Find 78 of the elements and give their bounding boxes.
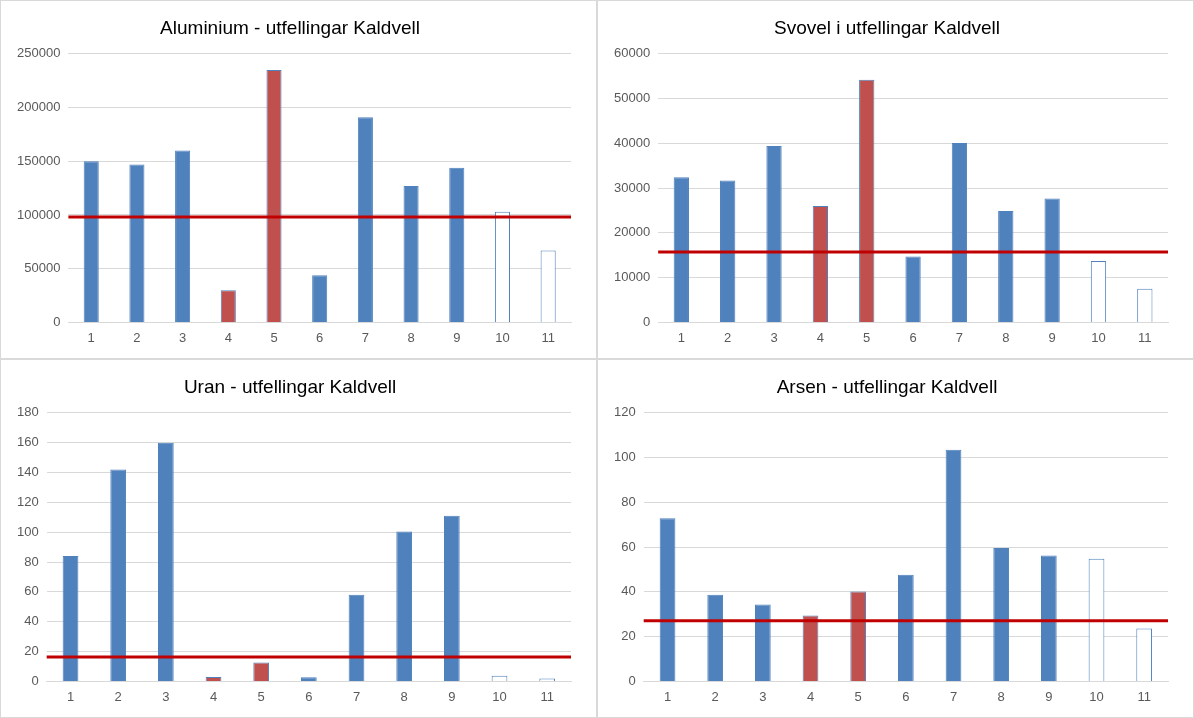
- x-tick-label: 1: [66, 688, 75, 704]
- x-tick-label: 10: [1091, 329, 1106, 345]
- x-tick-label: 6: [305, 688, 313, 704]
- x-tick-label: 11: [1137, 688, 1151, 704]
- x-tick-label: 9: [1048, 329, 1056, 345]
- y-tick-label: 30000: [613, 179, 651, 195]
- x-tick-label: 5: [854, 688, 862, 704]
- chart-title: Aluminium - utfellingar Kaldvell: [160, 16, 420, 38]
- y-tick-label: 150000: [16, 152, 61, 168]
- y-tick-label: 20: [24, 643, 39, 659]
- x-tick-label: 11: [541, 329, 555, 345]
- y-tick-label: 60: [621, 538, 636, 554]
- x-tick-label: 11: [540, 688, 554, 704]
- y-tick-label: 100: [613, 449, 636, 465]
- x-tick-label: 7: [361, 329, 369, 345]
- x-tick-label: 6: [909, 329, 917, 345]
- y-tick-label: 80: [621, 493, 636, 509]
- x-tick-label: 7: [955, 329, 964, 345]
- y-tick-label: 50000: [613, 90, 651, 106]
- y-tick-label: 0: [31, 672, 39, 688]
- y-tick-label: 160: [16, 434, 39, 450]
- chart-title: Arsen - utfellingar Kaldvell: [776, 375, 998, 397]
- x-tick-label: 4: [816, 329, 824, 345]
- x-tick-label: 2: [724, 329, 732, 345]
- y-tick-label: 200000: [16, 99, 61, 115]
- chart-title: Uran - utfellingar Kaldvell: [183, 375, 397, 397]
- y-tick-label: 60000: [613, 45, 651, 61]
- y-tick-label: 50000: [24, 260, 61, 276]
- x-tick-label: 10: [492, 688, 507, 704]
- y-tick-label: 40: [621, 583, 636, 599]
- y-tick-label: 40: [24, 613, 39, 629]
- y-tick-label: 20000: [613, 224, 651, 240]
- y-tick-label: 180: [16, 404, 39, 420]
- chart-title: Svovel i utfellingar Kaldvell: [773, 16, 1001, 38]
- x-tick-label: 8: [997, 688, 1005, 704]
- x-tick-label: 5: [257, 688, 265, 704]
- x-tick-label: 4: [209, 688, 218, 704]
- x-tick-label: 3: [162, 688, 170, 704]
- x-tick-label: 9: [1045, 688, 1053, 704]
- y-tick-label: 100: [16, 523, 39, 539]
- x-tick-label: 6: [902, 688, 910, 704]
- x-tick-label: 1: [663, 688, 672, 704]
- x-tick-label: 2: [711, 688, 719, 704]
- x-tick-label: 5: [270, 329, 278, 345]
- x-tick-label: 8: [400, 688, 408, 704]
- x-tick-label: 7: [949, 688, 958, 704]
- x-tick-label: 3: [770, 329, 778, 345]
- x-tick-label: 4: [806, 688, 815, 704]
- x-tick-label: 2: [114, 688, 122, 704]
- x-tick-label: 1: [677, 329, 685, 345]
- y-tick-label: 140: [16, 464, 39, 480]
- x-tick-label: 11: [1138, 329, 1152, 345]
- x-tick-label: 2: [133, 329, 141, 345]
- y-tick-label: 10000: [613, 269, 651, 285]
- x-tick-label: 6: [316, 329, 324, 345]
- x-tick-label: 7: [352, 688, 361, 704]
- x-tick-label: 8: [407, 329, 415, 345]
- y-tick-label: 20: [621, 628, 636, 644]
- x-tick-label: 1: [87, 329, 95, 345]
- x-tick-label: 8: [1002, 329, 1010, 345]
- y-tick-label: 120: [16, 493, 39, 509]
- y-tick-label: 100000: [16, 206, 61, 222]
- y-tick-label: 40000: [613, 134, 651, 150]
- y-tick-label: 0: [642, 313, 651, 329]
- x-tick-label: 5: [863, 329, 871, 345]
- y-tick-label: 120: [613, 404, 636, 420]
- y-tick-label: 80: [24, 553, 39, 569]
- x-tick-label: 9: [448, 688, 456, 704]
- x-tick-label: 3: [178, 329, 187, 345]
- x-tick-label: 10: [495, 329, 510, 345]
- x-tick-label: 9: [453, 329, 461, 345]
- y-tick-label: 60: [24, 583, 39, 599]
- y-tick-label: 0: [53, 313, 61, 329]
- x-tick-label: 3: [759, 688, 767, 704]
- y-tick-label: 0: [628, 672, 636, 688]
- x-tick-label: 10: [1089, 688, 1104, 704]
- y-tick-label: 250000: [16, 45, 61, 61]
- x-tick-label: 4: [224, 329, 232, 345]
